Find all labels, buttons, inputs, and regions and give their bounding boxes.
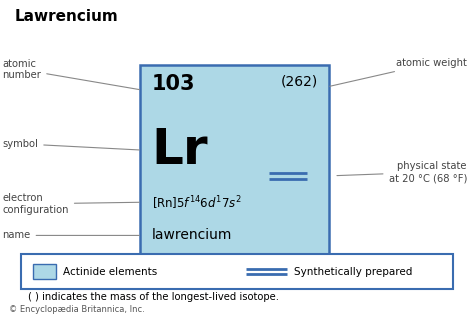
Text: Lr: Lr — [152, 126, 208, 174]
Text: name: name — [2, 230, 139, 240]
Bar — [140, 65, 329, 254]
Text: electron
configuration: electron configuration — [2, 193, 139, 215]
Text: atomic
number: atomic number — [2, 59, 139, 90]
Text: (262): (262) — [280, 74, 318, 88]
Text: Lawrencium: Lawrencium — [14, 9, 118, 24]
Text: $\rm [Rn]5\mathit{f}^{14}6\mathit{d}^{1}7\mathit{s}^{2}$: $\rm [Rn]5\mathit{f}^{14}6\mathit{d}^{1}… — [152, 194, 242, 212]
Text: 103: 103 — [152, 74, 195, 94]
Text: physical state
at 20 °C (68 °F): physical state at 20 °C (68 °F) — [337, 161, 467, 183]
Text: © Encyclopædia Britannica, Inc.: © Encyclopædia Britannica, Inc. — [9, 306, 145, 314]
Text: symbol: symbol — [2, 139, 139, 150]
Bar — [33, 264, 56, 279]
Bar — [21, 254, 453, 289]
Text: ( ) indicates the mass of the longest-lived isotope.: ( ) indicates the mass of the longest-li… — [28, 292, 280, 302]
Text: Actinide elements: Actinide elements — [63, 267, 157, 276]
Text: Synthetically prepared: Synthetically prepared — [294, 267, 412, 276]
Text: atomic weight: atomic weight — [330, 58, 467, 86]
Text: lawrencium: lawrencium — [152, 228, 232, 242]
